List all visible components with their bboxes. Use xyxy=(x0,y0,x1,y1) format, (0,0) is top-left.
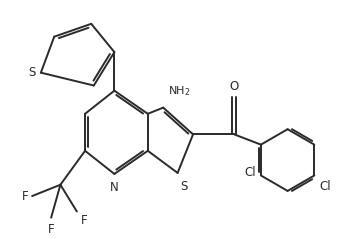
Text: Cl: Cl xyxy=(320,179,331,193)
Text: F: F xyxy=(22,190,28,202)
Text: F: F xyxy=(48,223,54,236)
Text: O: O xyxy=(229,80,239,93)
Text: F: F xyxy=(81,214,87,227)
Text: Cl: Cl xyxy=(244,166,256,179)
Text: S: S xyxy=(180,179,188,193)
Text: NH$_2$: NH$_2$ xyxy=(168,85,191,98)
Text: N: N xyxy=(110,181,119,194)
Text: S: S xyxy=(28,66,36,79)
